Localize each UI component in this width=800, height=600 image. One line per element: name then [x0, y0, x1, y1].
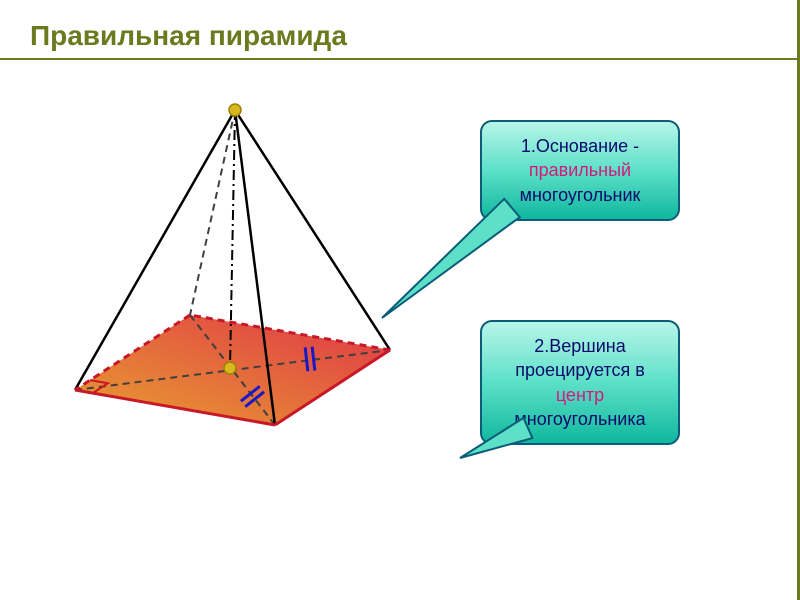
callout-base-line3: многоугольник	[500, 183, 660, 207]
callout-apex-line3: многоугольника	[500, 407, 660, 431]
pyramid-diagram	[20, 80, 440, 480]
pyramid-front-right-edge	[235, 110, 390, 350]
callout-base-line1: 1.Основание -	[500, 134, 660, 158]
callout-apex-line2b: центр	[500, 383, 660, 407]
pyramid-back-edge	[190, 110, 235, 315]
callout-apex: 2.Вершина проецируется в центр многоугол…	[480, 320, 680, 445]
callout-base-line2: правильный	[500, 158, 660, 182]
title-underline	[0, 58, 800, 60]
callout-base: 1.Основание - правильный многоугольник	[480, 120, 680, 221]
callout-apex-line1: 2.Вершина	[500, 334, 660, 358]
callout-apex-line2a: проецируется в	[500, 358, 660, 382]
page-title: Правильная пирамида	[30, 20, 347, 52]
center-vertex-icon	[224, 362, 236, 374]
apex-vertex-icon	[229, 104, 241, 116]
